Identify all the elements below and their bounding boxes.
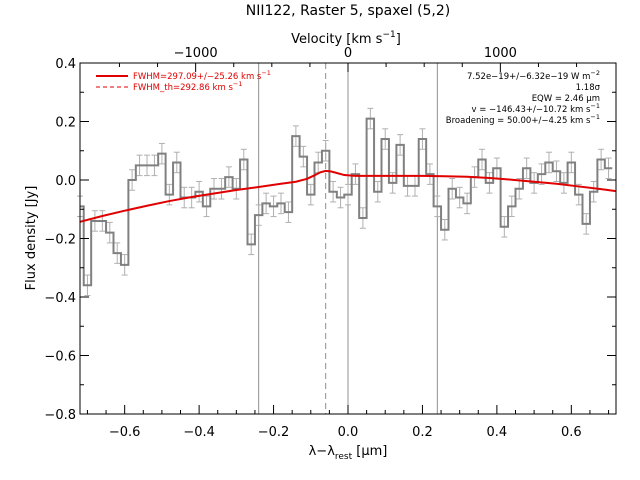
legend: FWHM=297.09+/−25.26 km s−1 FWHM_th=292.8… — [96, 69, 271, 93]
x-tick-label: 0.2 — [412, 425, 433, 440]
legend-entry-fwhm-th: FWHM_th=292.86 km s−1 — [133, 80, 242, 93]
error-bars — [77, 107, 612, 297]
x-tick-label: 0.0 — [338, 425, 359, 440]
data-series — [80, 117, 613, 287]
annotation-eqw: EQW = 2.46 µm — [532, 94, 600, 104]
y-axis-label: Flux density [Jy] — [24, 186, 39, 291]
x-tick-label: −0.4 — [183, 425, 215, 440]
annotation-velocity: v = −146.43+/−10.72 km s−1 — [472, 102, 601, 115]
top-tick-label: 0 — [344, 46, 352, 61]
spectrum-line — [80, 117, 613, 287]
top-tick-label: 1000 — [484, 46, 517, 61]
x-tick-label: −0.2 — [258, 425, 290, 440]
chart-title: NII122, Raster 5, spaxel (5,2) — [246, 3, 451, 19]
y-tick-label: −0.4 — [44, 291, 76, 306]
y-tick-label: −0.2 — [44, 233, 76, 248]
annotation-sigma: 1.18σ — [576, 83, 601, 93]
y-tick-label: 0.4 — [55, 57, 76, 72]
y-tick-label: 0.0 — [55, 174, 76, 189]
top-tick-label: −1000 — [174, 46, 218, 61]
svg-text:Velocity [km s−1]: Velocity [km s−1] — [291, 30, 401, 47]
x-tick-label: 0.4 — [487, 425, 508, 440]
y-tick-label: −0.8 — [44, 408, 76, 423]
y-tick-label: 0.2 — [55, 116, 76, 131]
annotation-flux: 7.52e−19+/−6.32e−19 W m−2 — [467, 69, 600, 82]
annotation-broadening: Broadening = 50.00+/−4.25 km s−1 — [446, 113, 600, 126]
top-axis-label: Velocity [km s−1] — [291, 30, 401, 47]
legend-entry-fwhm: FWHM=297.09+/−25.26 km s−1 — [133, 69, 271, 82]
y-tick-label: −0.6 — [44, 350, 76, 365]
fit-annotations: 7.52e−19+/−6.32e−19 W m−2 1.18σ EQW = 2.… — [446, 69, 601, 126]
fit-fwhm-line — [79, 169, 617, 223]
fit-curves — [79, 169, 617, 223]
x-tick-label: 0.6 — [561, 425, 582, 440]
vertical-reference-lines — [258, 63, 438, 414]
svg-text:λ−λrest [µm]: λ−λrest [µm] — [309, 444, 388, 462]
x-axis-label: λ−λrest [µm] — [309, 444, 388, 462]
axis-ticks: −0.6 −0.4 −0.2 0.0 0.2 0.4 0.6 −0.8 −0.6 −0.4 −0.2… — [44, 46, 616, 440]
x-tick-label: −0.6 — [109, 425, 141, 440]
